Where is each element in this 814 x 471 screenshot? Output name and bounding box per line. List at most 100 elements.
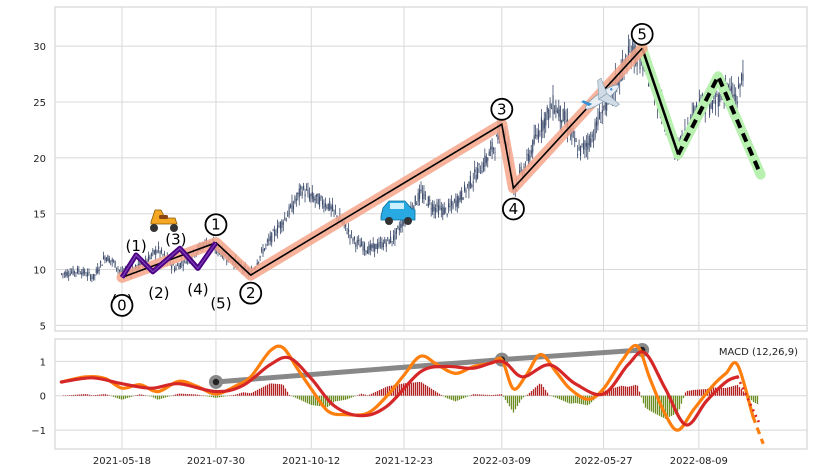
candle-body	[256, 263, 258, 265]
histogram-bar	[212, 395, 215, 398]
histogram-bar	[300, 395, 303, 401]
histogram-bar	[384, 387, 387, 396]
histogram-bar	[578, 395, 581, 404]
histogram-bar	[186, 393, 189, 396]
candle-body	[588, 135, 590, 146]
histogram-bar	[268, 383, 271, 396]
candle-body	[101, 264, 103, 266]
price-y-tick-label: 30	[33, 42, 46, 53]
histogram-bar	[94, 395, 97, 396]
histogram-bar	[258, 388, 261, 396]
candle-body	[617, 80, 619, 86]
candle-body	[639, 49, 641, 70]
histogram-bar	[632, 385, 635, 396]
histogram-bar	[610, 388, 613, 396]
histogram-bar	[508, 395, 511, 407]
candle-body	[446, 214, 448, 216]
candle-body	[258, 261, 260, 263]
candle-body	[265, 244, 267, 246]
candle-body	[600, 122, 602, 124]
histogram-bar	[664, 395, 667, 419]
major-wave-label: 3	[497, 100, 507, 118]
histogram-bar	[558, 395, 561, 400]
candle-body	[529, 155, 531, 161]
histogram-bar	[462, 395, 465, 399]
candle-body	[353, 236, 355, 240]
histogram-bar	[378, 390, 381, 396]
histogram-bar	[736, 384, 739, 396]
histogram-bar	[286, 391, 289, 396]
candle-body	[465, 190, 467, 193]
histogram-bar	[644, 395, 647, 408]
candle-body	[275, 234, 277, 236]
candle-body	[423, 191, 425, 200]
candle-body	[66, 271, 68, 276]
candle-body	[565, 120, 567, 122]
histogram-bar	[698, 389, 701, 396]
candle-body	[709, 103, 711, 116]
histogram-bar	[302, 395, 305, 402]
candle-body	[272, 230, 274, 232]
candle-body	[542, 121, 544, 132]
candle-body	[445, 207, 447, 209]
histogram-bar	[284, 388, 287, 396]
candle-body	[388, 239, 390, 245]
car-wheel	[385, 217, 393, 225]
candle-body	[484, 155, 486, 167]
histogram-bar	[638, 391, 641, 396]
histogram-bar	[436, 392, 439, 396]
histogram-bar	[264, 385, 267, 396]
histogram-bar	[516, 395, 519, 407]
histogram-bar	[502, 395, 505, 397]
candle-body	[603, 105, 605, 107]
histogram-bar	[214, 395, 217, 398]
histogram-bar	[740, 389, 743, 396]
candle-body	[349, 234, 351, 239]
histogram-bar	[120, 395, 123, 400]
x-tick-label: 2022-03-09	[473, 456, 531, 467]
histogram-bar	[296, 395, 299, 399]
histogram-bar	[152, 395, 155, 398]
histogram-bar	[380, 389, 383, 396]
x-tick-label: 2022-08-09	[670, 456, 728, 467]
candle-body	[65, 272, 67, 277]
histogram-bar	[498, 394, 501, 396]
minor-wave-label: (2)	[148, 284, 169, 302]
candle-body	[113, 260, 115, 262]
histogram-bar	[136, 394, 139, 396]
histogram-bar	[150, 395, 153, 397]
candle-body	[559, 105, 561, 122]
histogram-bar	[476, 394, 479, 396]
macd-label: MACD (12,26,9)	[719, 347, 798, 358]
candle-body	[108, 258, 110, 263]
candle-body	[278, 226, 280, 228]
histogram-bar	[160, 395, 163, 399]
histogram-bar	[676, 395, 679, 413]
candle-body	[287, 215, 289, 217]
candle-body	[118, 270, 121, 271]
histogram-bar	[738, 387, 741, 396]
candle-body	[300, 186, 302, 190]
histogram-bar	[564, 395, 567, 402]
airplane-wing	[598, 93, 620, 108]
histogram-bar	[722, 387, 725, 396]
candle-body	[163, 253, 165, 255]
candle-body	[153, 250, 155, 254]
histogram-bar	[336, 395, 339, 402]
histogram-bar	[688, 390, 691, 396]
histogram-bar	[440, 394, 443, 396]
histogram-bar	[646, 395, 649, 410]
candle-body	[102, 256, 105, 259]
histogram-bar	[748, 395, 751, 399]
candle-body	[294, 196, 296, 203]
candle-body	[78, 269, 80, 272]
candle-body	[111, 259, 113, 262]
candle-body	[398, 227, 400, 231]
candle-body	[62, 273, 64, 275]
histogram-bar	[490, 395, 493, 396]
histogram-bar	[430, 388, 433, 396]
histogram-bar	[568, 395, 571, 404]
histogram-bar	[652, 395, 655, 413]
histogram-bar	[708, 388, 711, 396]
candle-body	[450, 200, 453, 206]
